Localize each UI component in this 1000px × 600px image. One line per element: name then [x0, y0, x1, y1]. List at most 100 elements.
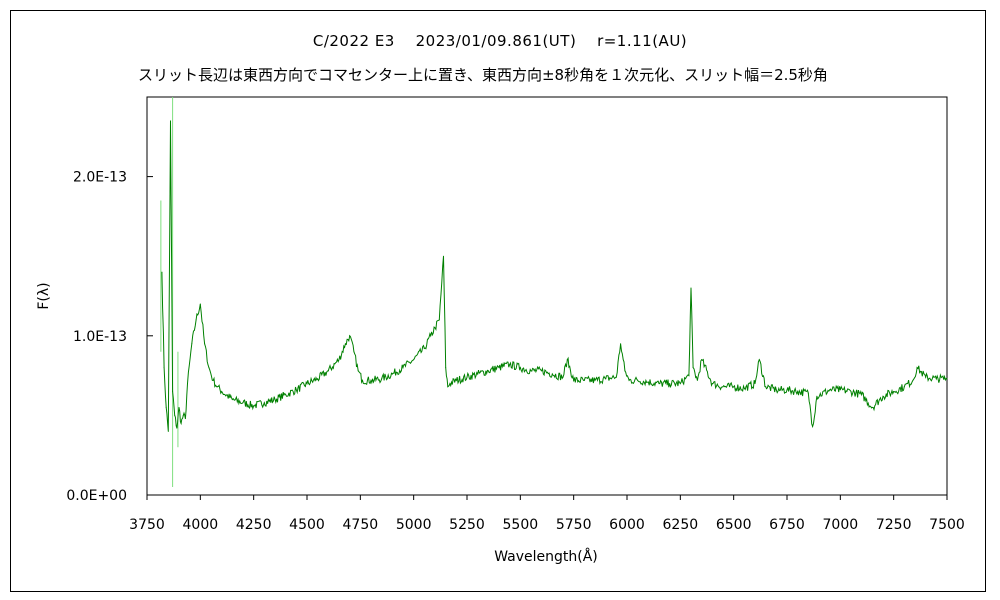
data-point-85 [758, 359, 760, 361]
data-point-87 [775, 389, 777, 391]
data-point-5 [172, 391, 174, 393]
x-tick-label-9: 6000 [609, 517, 645, 533]
data-point-9 [180, 422, 182, 424]
x-tick-label-8: 5750 [556, 517, 592, 533]
data-point-45 [438, 319, 440, 321]
data-point-53 [487, 370, 489, 372]
data-point-77 [692, 367, 694, 369]
x-tick-label-3: 4500 [289, 517, 325, 533]
data-point-8 [178, 406, 180, 408]
data-point-95 [850, 391, 852, 393]
data-point-96 [861, 394, 863, 396]
x-axis: 3750 4000 4250 4500 4750 5000 5250 5500 5750 6000… [129, 495, 965, 533]
x-tick-label-5: 5000 [396, 517, 432, 533]
data-point-2 [165, 406, 167, 408]
data-point-14 [195, 319, 197, 321]
data-point-3 [167, 430, 169, 432]
data-point-22 [242, 402, 244, 404]
x-tick-label-14: 7250 [876, 517, 912, 533]
data-point-82 [733, 386, 735, 388]
data-point-65 [605, 378, 607, 380]
data-point-83 [743, 387, 745, 389]
data-point-0 [161, 271, 163, 273]
data-point-60 [562, 376, 564, 378]
data-point-51 [466, 376, 468, 378]
data-point-58 [541, 370, 543, 372]
data-point-62 [573, 379, 575, 381]
data-point-26 [285, 394, 287, 396]
data-point-39 [391, 373, 393, 375]
x-tick-label-12: 6750 [769, 517, 805, 533]
chart-subtitle: スリット長辺は東西方向でコマセンター上に置き、東西方向±8秒角を１次元化、スリッ… [138, 66, 828, 84]
data-point-12 [187, 383, 189, 385]
data-point-11 [184, 418, 186, 420]
data-point-97 [871, 406, 873, 408]
data-point-101 [912, 379, 914, 381]
data-point-67 [620, 343, 622, 345]
data-point-4 [169, 120, 171, 122]
data-point-78 [696, 379, 698, 381]
data-point-91 [812, 426, 814, 428]
data-point-20 [221, 391, 223, 393]
data-point-79 [701, 359, 703, 361]
data-point-6 [174, 414, 176, 416]
data-point-100 [903, 386, 905, 388]
data-point-17 [208, 367, 210, 369]
data-point-27 [295, 389, 297, 391]
y-tick-label-0: 0.0E+00 [66, 488, 127, 504]
data-point-63 [583, 379, 585, 381]
data-point-104 [935, 378, 937, 380]
x-axis-label: Wavelength(Å) [494, 548, 598, 565]
data-point-56 [519, 367, 521, 369]
data-point-69 [628, 379, 630, 381]
data-point-103 [925, 376, 927, 378]
data-point-47 [445, 367, 447, 369]
data-point-80 [711, 383, 713, 385]
data-point-15 [199, 303, 201, 305]
data-point-86 [765, 386, 767, 388]
data-point-1 [163, 367, 165, 369]
data-point-37 [370, 379, 372, 381]
data-point-66 [615, 376, 617, 378]
x-tick-label-13: 7000 [823, 517, 859, 533]
data-point-70 [637, 379, 639, 381]
data-point-81 [722, 386, 724, 388]
data-point-43 [430, 335, 432, 337]
data-point-36 [361, 379, 363, 381]
data-point-18 [212, 379, 214, 381]
data-point-23 [253, 405, 255, 407]
y-axis: 0.0E+00 1.0E-13 2.0E-13 [66, 170, 153, 504]
data-point-102 [916, 367, 918, 369]
spectrum-series [161, 120, 948, 432]
data-point-105 [946, 378, 948, 380]
x-tick-label-11: 6500 [716, 517, 752, 533]
data-point-52 [477, 373, 479, 375]
data-point-61 [566, 359, 568, 361]
data-point-42 [423, 348, 425, 350]
x-tick-label-10: 6250 [663, 517, 699, 533]
data-point-84 [754, 383, 756, 385]
data-point-98 [882, 395, 884, 397]
x-tick-label-15: 7500 [929, 517, 965, 533]
data-point-54 [498, 367, 500, 369]
data-point-29 [317, 378, 319, 380]
data-point-89 [797, 391, 799, 393]
data-point-25 [274, 398, 276, 400]
spectrum-line [161, 120, 948, 432]
data-point-46 [443, 255, 445, 257]
data-point-19 [216, 386, 218, 388]
data-point-41 [413, 359, 415, 361]
data-point-40 [402, 367, 404, 369]
data-point-64 [594, 379, 596, 381]
data-point-24 [263, 402, 265, 404]
data-point-57 [530, 370, 532, 372]
y-axis-label: F(λ) [36, 282, 52, 309]
data-point-16 [204, 343, 206, 345]
data-point-88 [786, 389, 788, 391]
data-point-92 [816, 395, 818, 397]
x-tick-label-2: 4250 [236, 517, 272, 533]
data-point-93 [829, 389, 831, 391]
x-tick-label-4: 4750 [343, 517, 379, 533]
data-point-10 [182, 414, 184, 416]
